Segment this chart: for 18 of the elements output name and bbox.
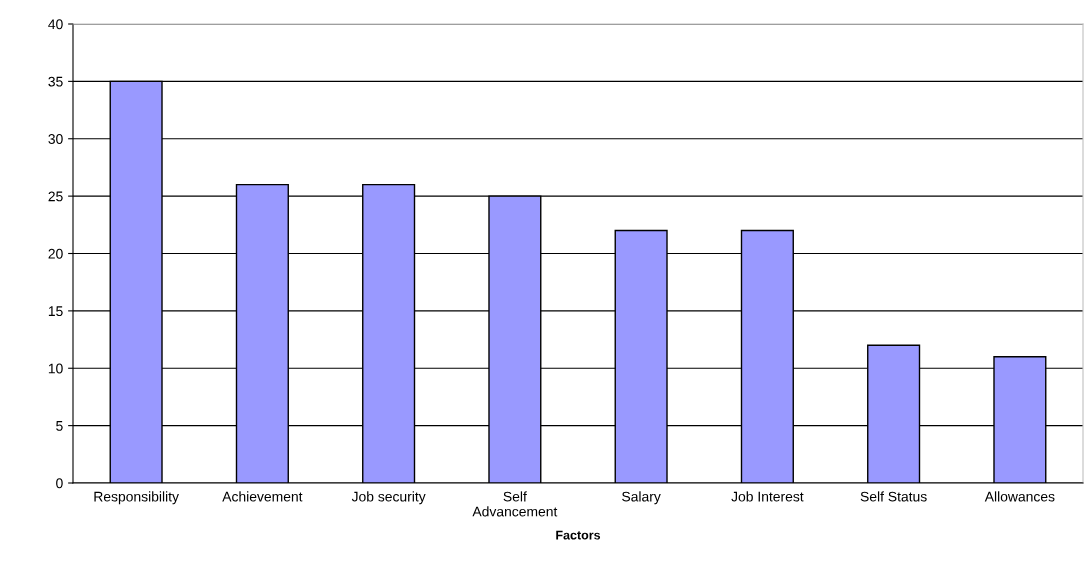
y-tick-label: 20 [48, 248, 63, 259]
y-tick-label: 5 [56, 421, 63, 431]
x-tick-label: Self Advancement [472, 491, 558, 517]
x-tick-label: Achievement [222, 491, 303, 502]
y-tick-label: 40 [48, 19, 63, 30]
x-tick-label: Self Status [860, 491, 927, 502]
y-tick-label: 10 [48, 363, 63, 374]
y-tick-label: 0 [56, 478, 63, 489]
x-tick-label: Allowances [984, 491, 1055, 502]
y-tick-label: 30 [48, 134, 63, 144]
x-tick-label: Salary [622, 491, 661, 505]
x-axis-title: Factors [556, 530, 601, 540]
x-tick-label: Job security [351, 491, 426, 505]
y-tick-label: 25 [48, 191, 63, 202]
x-tick-label: Job Interest [731, 491, 804, 502]
x-tick-label: Responsibility [94, 491, 179, 505]
y-tick-label: 35 [48, 76, 63, 87]
y-tick-label: 15 [48, 306, 63, 317]
